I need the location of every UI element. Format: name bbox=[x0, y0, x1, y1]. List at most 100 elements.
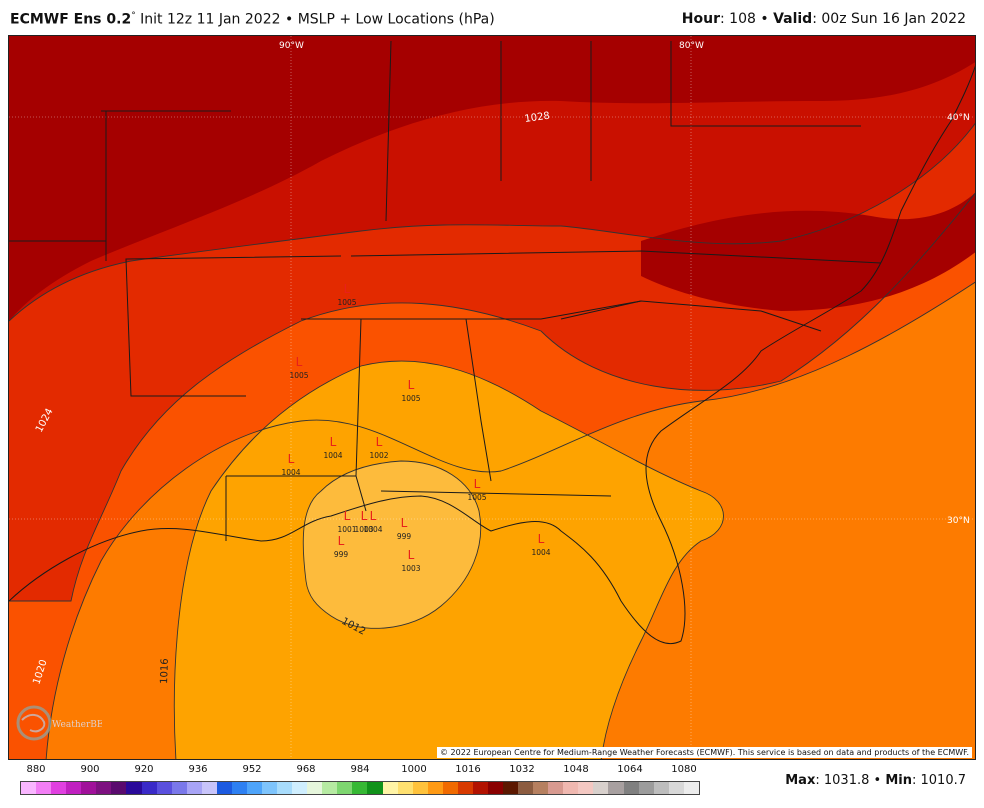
low-pressure-marker: L 1004 bbox=[281, 452, 300, 477]
colorbar-swatch bbox=[156, 782, 172, 794]
border-oh bbox=[590, 41, 861, 181]
colorbar-swatch bbox=[21, 782, 37, 794]
colorbar-swatch bbox=[51, 782, 67, 794]
pressure-map: 90°W 80°W 40°N 30°N 1028 1024 1020 1016 … bbox=[8, 35, 976, 760]
band-below-1012 bbox=[303, 461, 481, 629]
colorbar-tick-label: 952 bbox=[242, 764, 262, 775]
weatherbell-logo: WeatherBELL bbox=[12, 700, 115, 746]
colorbar-swatch bbox=[66, 782, 82, 794]
max-min-stats: Max: 1031.8 • Min: 1010.7 bbox=[785, 773, 966, 788]
colorbar-swatch bbox=[653, 782, 669, 794]
colorbar-swatch bbox=[457, 782, 473, 794]
hour-label: Hour bbox=[681, 11, 720, 27]
low-pressure-value: 1001 bbox=[337, 525, 356, 534]
low-pressure-value: 1004 bbox=[363, 525, 382, 534]
low-pressure-value: 1005 bbox=[467, 493, 486, 502]
colorbar-tick-label: 968 bbox=[296, 764, 316, 775]
stats-separator: • bbox=[873, 773, 882, 788]
grid-labels: 90°W 80°W 40°N 30°N bbox=[279, 41, 970, 526]
low-pressure-value: 1003 bbox=[354, 525, 373, 534]
colorbar-swatch bbox=[533, 782, 549, 794]
colorbar: 880 900 920 936 952 968 984 1000 1016 1032 1048 106… bbox=[20, 764, 700, 802]
colorbar-swatch bbox=[397, 782, 413, 794]
colorbar-swatch bbox=[668, 782, 684, 794]
colorbar-tick-label: 1032 bbox=[509, 764, 535, 775]
map-title: ECMWF Ens 0.2° Init 12z 11 Jan 2022 • MS… bbox=[10, 11, 495, 28]
lat-label-30n: 30°N bbox=[947, 516, 970, 526]
colorbar-tick-label: 880 bbox=[26, 764, 46, 775]
low-symbol: L bbox=[296, 355, 303, 369]
colorbar-swatch bbox=[608, 782, 624, 794]
colorbar-swatch bbox=[246, 782, 262, 794]
colorbar-swatch bbox=[141, 782, 157, 794]
low-pressure-marker: L 1004 bbox=[363, 509, 382, 534]
logo-text: WeatherBELL bbox=[52, 720, 102, 730]
model-name: ECMWF Ens 0.2 bbox=[10, 11, 132, 28]
colorbar-swatch bbox=[262, 782, 278, 794]
colorbar-swatch bbox=[171, 782, 187, 794]
colorbar-tick-label: 936 bbox=[188, 764, 208, 775]
low-pressure-value: 1005 bbox=[289, 371, 308, 380]
colorbar-tick-label: 900 bbox=[80, 764, 100, 775]
colorbar-swatch bbox=[231, 782, 247, 794]
colorbar-swatch bbox=[277, 782, 293, 794]
low-pressure-marker: L 1004 bbox=[323, 435, 342, 460]
political-boundaries bbox=[9, 40, 975, 645]
colorbar-swatch bbox=[487, 782, 503, 794]
max-value: 1031.8 bbox=[823, 773, 870, 788]
colorbar-swatch bbox=[337, 782, 353, 794]
colorbar-swatch bbox=[367, 782, 383, 794]
low-symbol: L bbox=[474, 477, 481, 491]
colorbar-swatch bbox=[518, 782, 534, 794]
colorbar-swatch bbox=[427, 782, 443, 794]
colorbar-swatch bbox=[412, 782, 428, 794]
band-peak-high bbox=[9, 36, 975, 321]
low-pressure-value: 1003 bbox=[401, 564, 420, 573]
colorbar-swatch bbox=[216, 782, 232, 794]
colorbar-swatch bbox=[593, 782, 609, 794]
border-ky-tn bbox=[350, 250, 882, 264]
header: ECMWF Ens 0.2° Init 12z 11 Jan 2022 • MS… bbox=[0, 0, 984, 36]
valid-label: Valid bbox=[773, 11, 813, 27]
colorbar-swatch bbox=[578, 782, 594, 794]
low-pressure-value: 999 bbox=[334, 550, 349, 559]
low-pressure-marker: L 1001 bbox=[337, 509, 356, 534]
colorbar-swatch bbox=[322, 782, 338, 794]
border-mo bbox=[101, 110, 231, 241]
low-markers: L1005L1005L1005L1004L1004L1002L1005L1001… bbox=[281, 282, 550, 573]
isobar-1020 bbox=[45, 281, 975, 759]
low-symbol: L bbox=[338, 534, 345, 548]
low-pressure-value: 1004 bbox=[281, 468, 300, 477]
low-pressure-value: 1004 bbox=[323, 451, 342, 460]
low-symbol: L bbox=[370, 509, 377, 523]
low-pressure-value: 1005 bbox=[337, 298, 356, 307]
lon-label-90w: 90°W bbox=[279, 41, 304, 51]
gulf-coastline bbox=[9, 65, 975, 645]
border-sc-nc bbox=[560, 300, 822, 332]
low-pressure-marker: L 1005 bbox=[467, 477, 486, 502]
border-ar bbox=[125, 255, 342, 397]
min-value: 1010.7 bbox=[920, 773, 967, 788]
colorbar-swatch bbox=[352, 782, 368, 794]
init-time: Init 12z 11 Jan 2022 bbox=[140, 11, 281, 28]
low-symbol: L bbox=[344, 282, 351, 296]
band-peak-high-east bbox=[641, 192, 975, 311]
low-symbol: L bbox=[538, 532, 545, 546]
low-pressure-value: 1004 bbox=[531, 548, 550, 557]
isobar-1012 bbox=[302, 460, 482, 629]
colorbar-tick-label: 920 bbox=[134, 764, 154, 775]
valid-value: 00z Sun 16 Jan 2022 bbox=[821, 11, 966, 27]
colorbar-swatch bbox=[36, 782, 52, 794]
low-pressure-marker: L 1005 bbox=[401, 378, 420, 403]
low-pressure-marker: L 999 bbox=[334, 534, 349, 559]
low-symbol: L bbox=[288, 452, 295, 466]
colorbar-swatch bbox=[623, 782, 639, 794]
low-pressure-marker: L 1004 bbox=[531, 532, 550, 557]
isobars bbox=[9, 122, 975, 759]
product-name: MSLP + Low Locations (hPa) bbox=[297, 11, 495, 28]
colorbar-swatch bbox=[382, 782, 398, 794]
title-separator: • bbox=[284, 11, 294, 28]
lon-label-80w: 80°W bbox=[679, 41, 704, 51]
colorbar-swatch bbox=[126, 782, 142, 794]
low-pressure-value: 1005 bbox=[401, 394, 420, 403]
